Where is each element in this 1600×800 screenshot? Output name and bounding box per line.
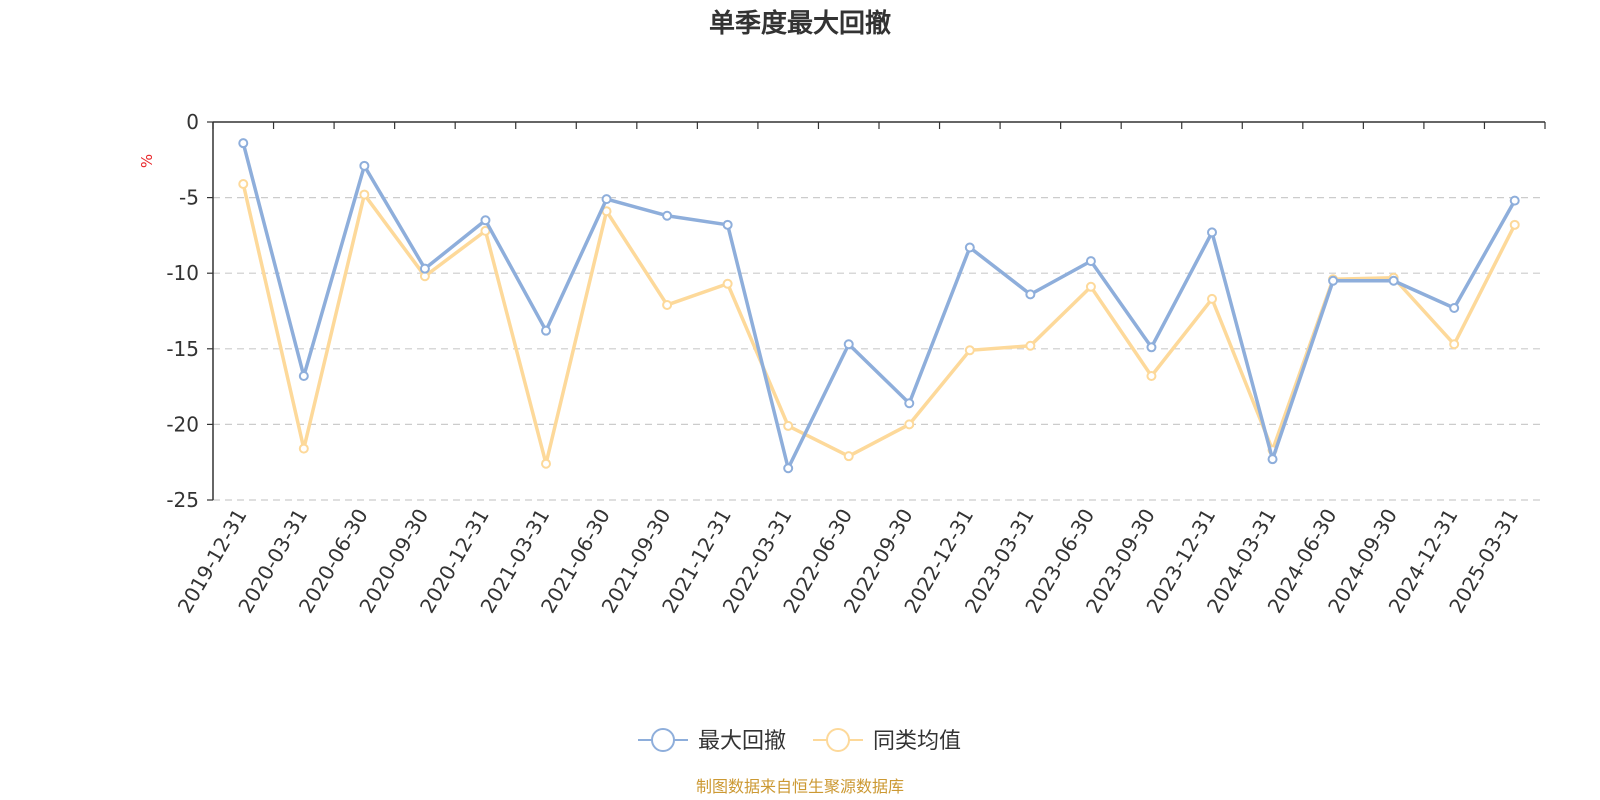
legend-item-1[interactable]: 最大回撤 [638, 728, 786, 754]
y-tick-label: -5 [179, 186, 199, 210]
data-point [541, 458, 551, 469]
data-point [662, 210, 673, 221]
data-point [419, 263, 430, 274]
data-point [1388, 275, 1399, 286]
data-point [1025, 289, 1036, 300]
data-point [298, 371, 309, 382]
data-point [1146, 371, 1157, 382]
data-point [298, 443, 309, 454]
legend-marker-icon [826, 728, 850, 752]
data-point [722, 219, 733, 230]
data-point [1146, 342, 1157, 353]
data-point [662, 299, 673, 310]
y-tick-label: -20 [166, 412, 199, 436]
data-point [843, 339, 854, 350]
data-point [238, 178, 249, 189]
data-point [1025, 340, 1036, 351]
y-tick-label: -15 [166, 337, 199, 361]
legend-label: 最大回撤 [698, 729, 786, 754]
data-point [238, 138, 249, 149]
legend-marker-icon [651, 728, 675, 752]
series-line [241, 183, 1517, 466]
data-point [1207, 227, 1217, 238]
y-axis-unit-label: % [138, 154, 156, 168]
series-1 [238, 138, 1520, 474]
legend-item-2[interactable]: 同类均值 [813, 728, 961, 754]
data-point [359, 189, 370, 200]
chart-title: 单季度最大回撤 [709, 8, 891, 39]
data-point [904, 419, 915, 430]
data-point [1449, 339, 1460, 350]
data-point [359, 160, 370, 171]
series-lines [238, 138, 1520, 474]
data-source-note: 制图数据来自恒生聚源数据库 [696, 777, 904, 796]
y-tick-label: 0 [186, 110, 199, 134]
data-point [1509, 195, 1520, 206]
data-point [1085, 256, 1096, 267]
data-point [601, 194, 612, 205]
data-point [722, 278, 733, 289]
grid-lines [213, 197, 1545, 501]
data-point [1207, 293, 1217, 304]
data-point [1328, 275, 1339, 286]
data-point [904, 398, 915, 409]
data-point [783, 420, 794, 431]
data-point [783, 463, 794, 474]
data-point [1509, 219, 1520, 230]
legend[interactable]: 最大回撤 同类均值 [638, 728, 961, 754]
data-point [1449, 302, 1460, 313]
data-point [1085, 281, 1096, 292]
legend-label: 同类均值 [873, 729, 961, 754]
axes: 0-5-10-15-20-252019-12-312020-03-312020-… [166, 110, 1546, 617]
data-point [843, 451, 854, 462]
data-point [541, 325, 551, 336]
data-point [480, 215, 491, 226]
data-point [964, 242, 975, 253]
data-point [964, 345, 975, 356]
data-point [1267, 454, 1278, 465]
y-tick-label: -25 [166, 488, 199, 512]
y-tick-label: -10 [166, 261, 199, 285]
series-line [241, 142, 1517, 470]
